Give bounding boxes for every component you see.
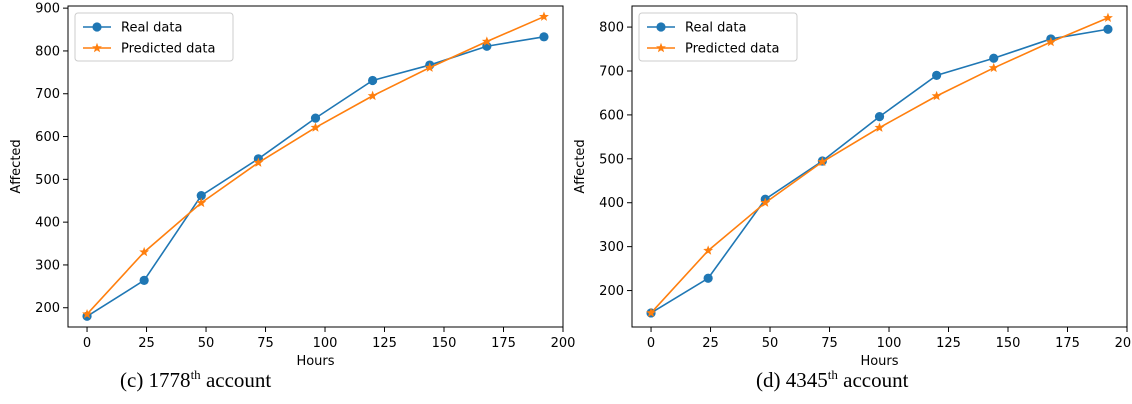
x-tick-label: 50 [762, 336, 779, 351]
legend-box [74, 12, 234, 62]
real-data-point [196, 191, 206, 201]
predicted-data-point [817, 156, 828, 167]
x-tick-label: 25 [702, 336, 719, 351]
y-tick-label: 800 [35, 44, 60, 59]
x-tick-label: 125 [372, 336, 397, 351]
series-line-real [86, 36, 545, 317]
legend-label: Predicted data [685, 42, 779, 57]
x-tick-label: 175 [491, 336, 516, 351]
y-axis-label: Affected [9, 139, 24, 193]
y-tick-label: 200 [599, 284, 624, 299]
real-data-point [139, 275, 149, 285]
predicted-data-point [760, 197, 771, 207]
predicted-data-point [646, 307, 656, 318]
x-tick-label: 200 [1115, 336, 1132, 351]
x-axis-label: Hours [860, 354, 898, 369]
real-data-point [932, 70, 942, 80]
y-tick-label: 500 [35, 173, 60, 188]
predicted-data-point [988, 62, 999, 73]
legend-marker-predicted [656, 42, 666, 53]
y-tick-label: 700 [599, 64, 624, 79]
y-tick-label: 400 [35, 216, 60, 231]
x-tick-label: 75 [257, 336, 274, 351]
predicted-data-point [1103, 12, 1113, 23]
y-tick-label: 900 [35, 2, 60, 17]
caption-left-sup: th [190, 367, 201, 382]
predicted-data-point [1045, 36, 1056, 47]
caption-right-sup: th [827, 367, 838, 382]
predicted-data-point [253, 157, 264, 167]
predicted-data-point [367, 90, 378, 101]
legend-label: Real data [121, 21, 182, 36]
x-tick-label: 150 [996, 336, 1021, 351]
predicted-data-point [310, 122, 321, 132]
caption-right-suffix: account [837, 368, 909, 392]
real-data-point [539, 32, 549, 42]
x-tick-label: 150 [432, 336, 457, 351]
axes-frame [631, 5, 1128, 328]
axes-frame [67, 5, 564, 328]
caption-left-suffix: account [200, 368, 272, 392]
real-data-point [874, 112, 885, 122]
legend-marker-real [92, 22, 102, 32]
caption-right-prefix: (d) 4345 [756, 368, 828, 392]
y-tick-label: 600 [599, 108, 624, 123]
y-tick-label: 600 [35, 130, 60, 145]
predicted-data-point [539, 11, 549, 21]
chart-1: 0 25 50 75 100 125 150 175 200 200 300 400 500 600 700… [573, 5, 1132, 369]
predicted-data-point [874, 122, 885, 132]
predicted-data-point [931, 90, 942, 101]
legend-label: Real data [685, 21, 746, 36]
x-tick-label: 50 [198, 336, 215, 351]
y-tick-label: 200 [35, 301, 60, 316]
real-data-point [368, 75, 378, 86]
predicted-data-point [82, 308, 92, 319]
caption-left-prefix: (c) 1778 [120, 368, 191, 392]
x-tick-label: 125 [936, 336, 961, 351]
x-tick-label: 175 [1055, 336, 1080, 351]
predicted-data-point [703, 245, 714, 255]
legend-label: Predicted data [121, 42, 215, 57]
y-axis-label: Affected [573, 139, 588, 193]
y-tick-label: 500 [599, 152, 624, 167]
predicted-data-point [139, 246, 150, 257]
y-tick-label: 700 [35, 87, 60, 102]
series-line-real [650, 28, 1109, 314]
predicted-data-point [196, 197, 207, 208]
y-tick-label: 300 [35, 258, 60, 273]
caption-right: (d) 4345th account [756, 368, 908, 393]
legend-box [638, 12, 798, 62]
series-line-predicted [650, 17, 1109, 314]
x-tick-label: 100 [877, 336, 902, 351]
real-data-point [703, 273, 713, 283]
x-tick-label: 0 [647, 336, 655, 351]
x-tick-label: 100 [313, 336, 338, 351]
real-data-point [310, 113, 321, 123]
predicted-data-point [424, 62, 435, 72]
x-tick-label: 200 [551, 336, 576, 351]
legend-marker-real [656, 22, 666, 32]
caption-left: (c) 1778th account [120, 368, 271, 393]
real-data-point [989, 53, 999, 63]
legend-marker-predicted [92, 42, 102, 53]
x-tick-label: 75 [821, 336, 838, 351]
x-axis-label: Hours [296, 354, 334, 369]
y-tick-label: 300 [599, 240, 624, 255]
x-tick-label: 25 [138, 336, 155, 351]
predicted-data-point [481, 36, 492, 46]
chart-0: 0 25 50 75 100 125 150 175 200 200 300 400 500 600 700… [9, 2, 575, 369]
real-data-point [1103, 24, 1113, 34]
y-tick-label: 400 [599, 196, 624, 211]
y-tick-label: 800 [599, 21, 624, 36]
x-tick-label: 0 [83, 336, 91, 351]
